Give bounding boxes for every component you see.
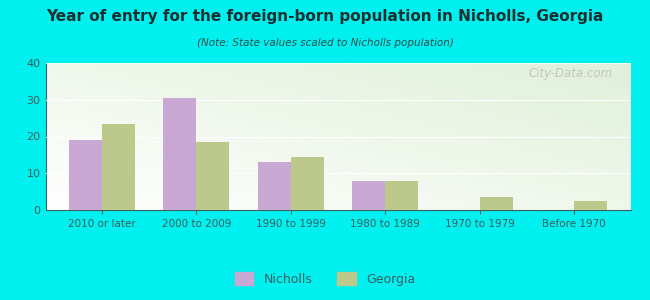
Bar xyxy=(258,162,291,210)
Text: (Note: State values scaled to Nicholls population): (Note: State values scaled to Nicholls p… xyxy=(196,38,454,47)
Bar xyxy=(385,181,418,210)
Legend: Nicholls, Georgia: Nicholls, Georgia xyxy=(229,267,421,291)
Bar xyxy=(163,98,196,210)
Bar xyxy=(352,181,385,210)
Text: Year of entry for the foreign-born population in Nicholls, Georgia: Year of entry for the foreign-born popul… xyxy=(46,9,604,24)
Bar xyxy=(291,157,324,210)
Text: City-Data.com: City-Data.com xyxy=(529,68,613,80)
Bar xyxy=(480,197,513,210)
Bar xyxy=(196,142,229,210)
Bar xyxy=(574,201,607,210)
Bar xyxy=(69,140,102,210)
Bar xyxy=(102,124,135,210)
